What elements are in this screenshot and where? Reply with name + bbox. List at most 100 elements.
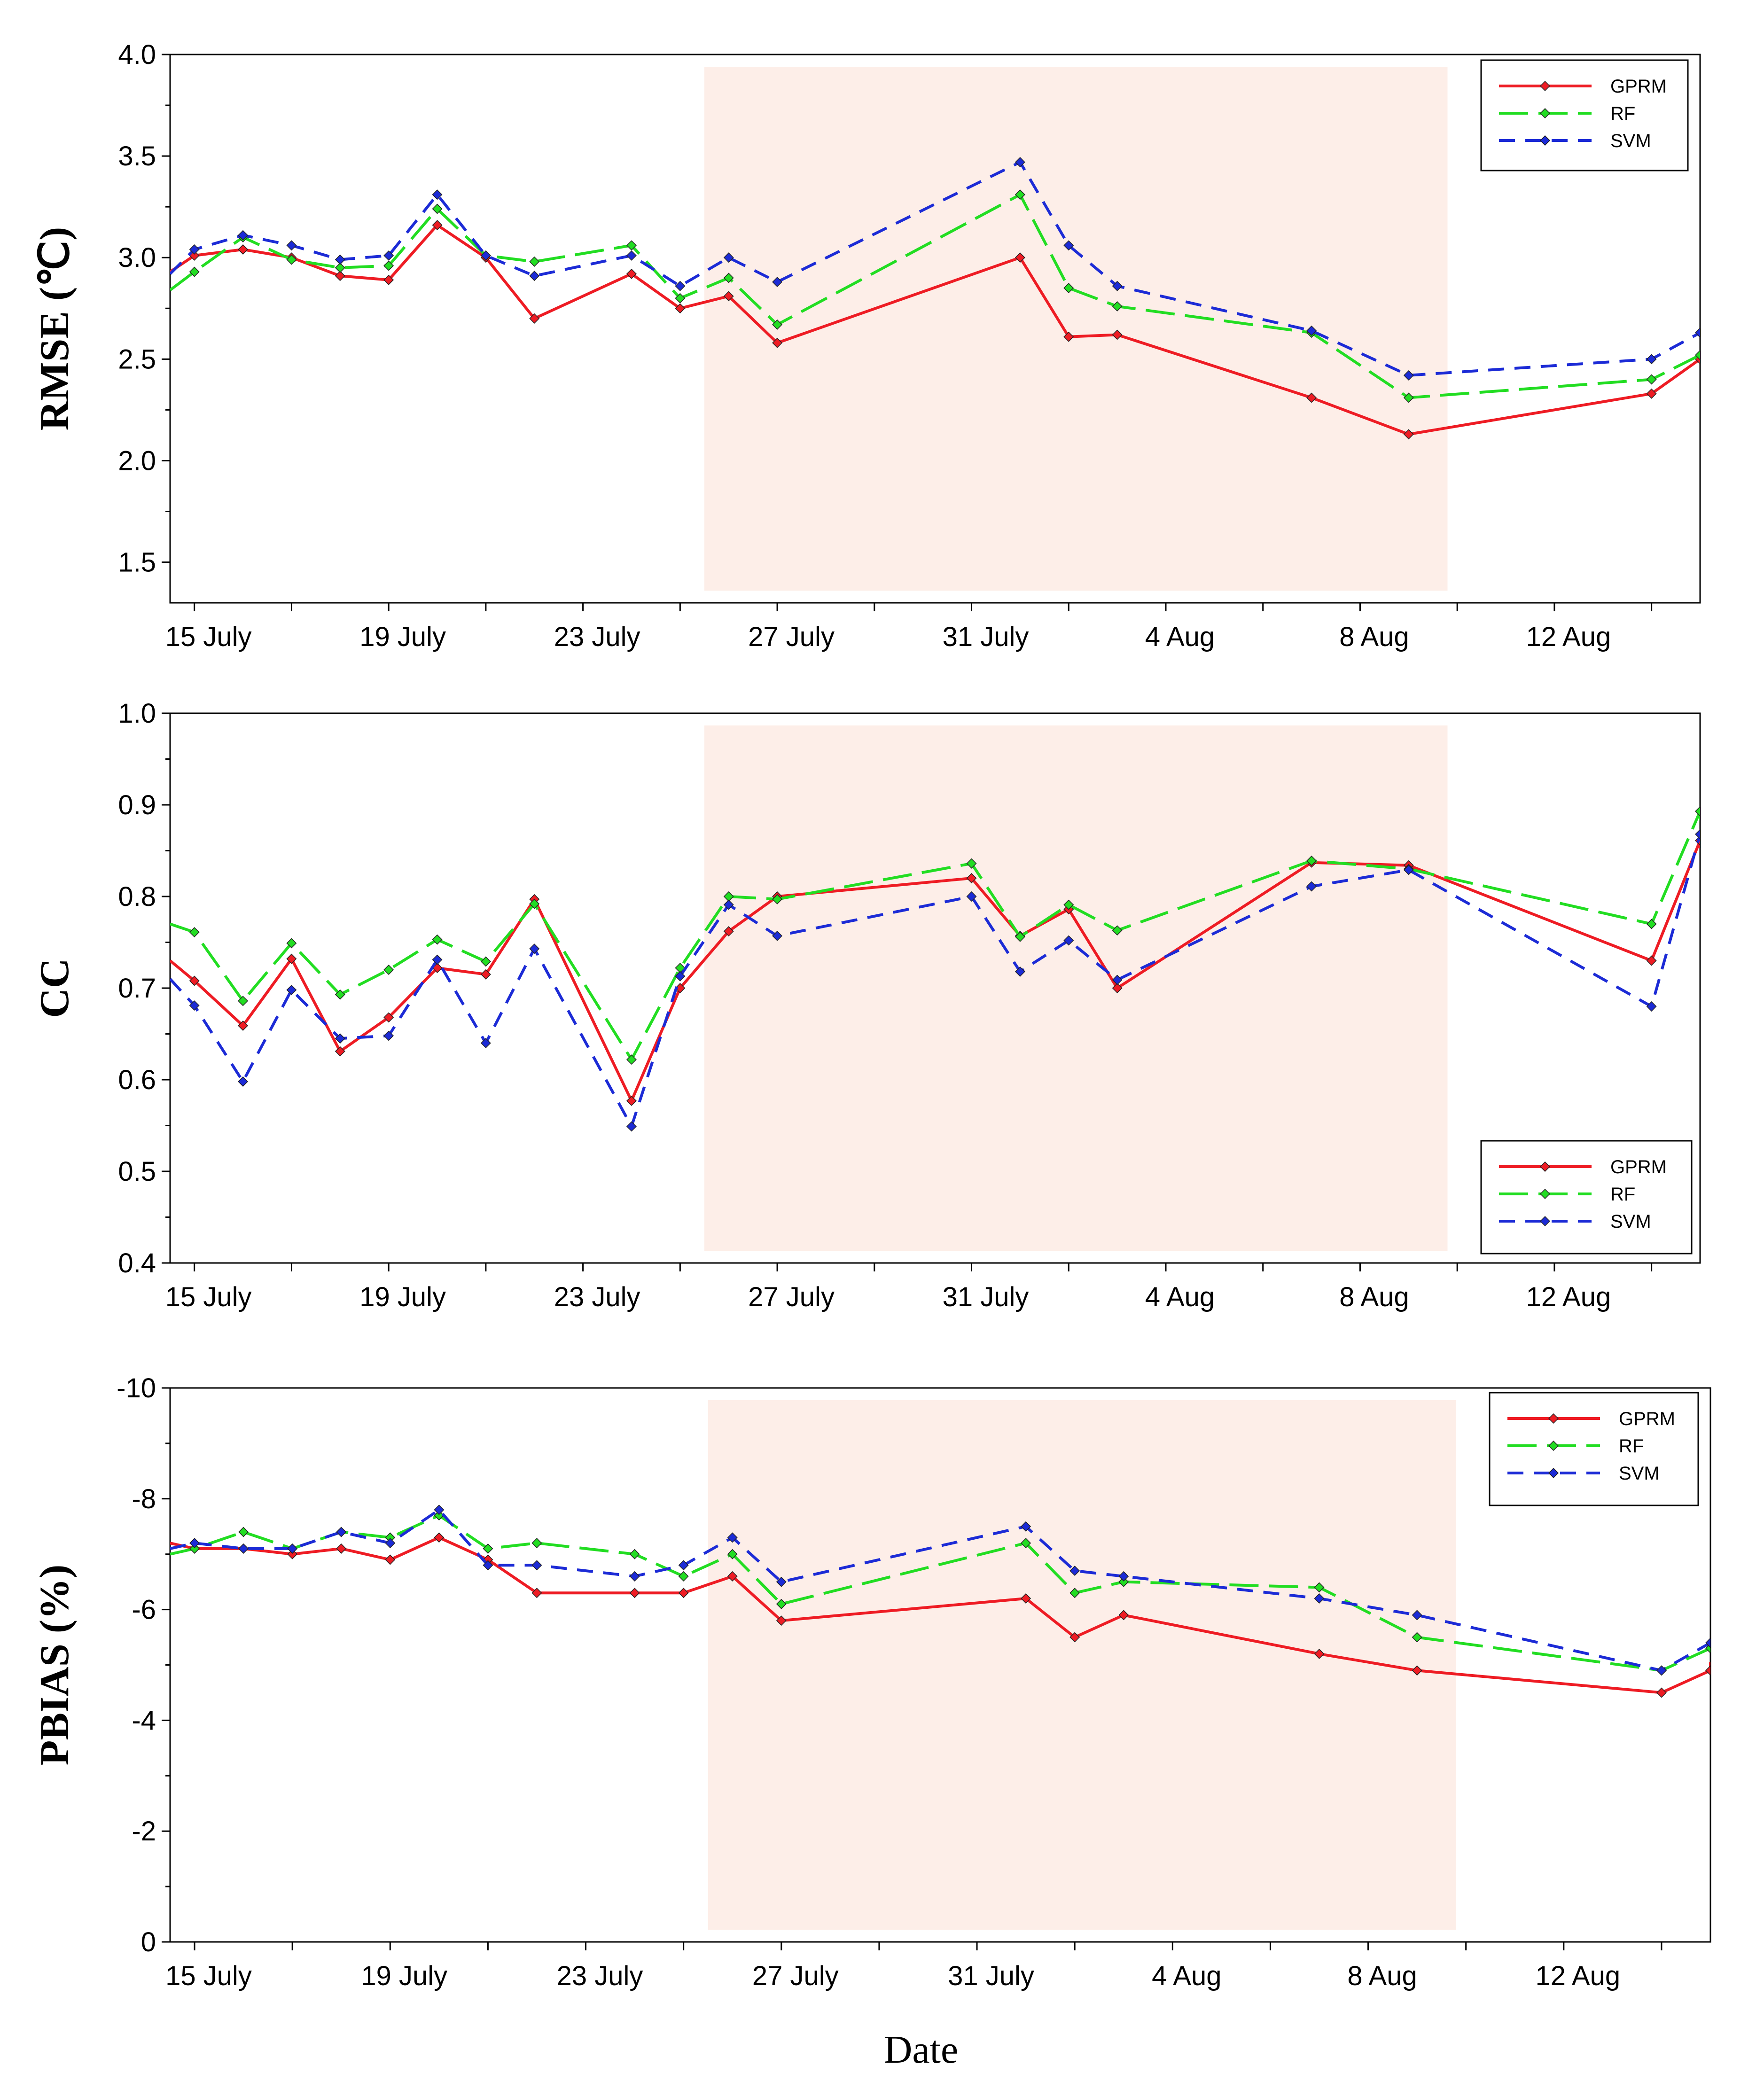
y-axis-label: RMSE (℃) [32, 227, 78, 431]
legend: GPRM RF SVM [1489, 1392, 1699, 1506]
data-point [287, 1543, 298, 1554]
x-tick-label: 27 July [752, 1961, 839, 1991]
data-point [1118, 1571, 1129, 1582]
x-tick-label: 19 July [359, 1282, 446, 1312]
y-tick-label: 2.0 [118, 445, 156, 476]
legend-label: RF [1610, 103, 1635, 124]
data-point [1656, 1687, 1667, 1698]
data-point [1069, 1566, 1080, 1576]
data-point [727, 1571, 738, 1582]
data-point [1646, 919, 1657, 929]
x-tick-label: 23 July [557, 1961, 643, 1991]
data-point [286, 953, 297, 964]
data-point [238, 1527, 249, 1537]
data-point [189, 1538, 200, 1549]
x-tick-label: 12 Aug [1526, 622, 1611, 652]
data-point [1112, 925, 1123, 936]
data-point [238, 1020, 249, 1031]
x-tick-label: 8 Aug [1339, 622, 1409, 652]
data-point [385, 1538, 396, 1549]
data-point [1063, 283, 1074, 294]
data-point [1403, 370, 1414, 381]
data-point [1403, 392, 1414, 403]
y-tick-label: 3.5 [118, 141, 156, 171]
y-tick-label: 0.7 [118, 973, 156, 1004]
data-point [480, 969, 491, 980]
series-line-rf [170, 811, 1700, 1063]
data-point [1112, 329, 1123, 340]
data-point [336, 1527, 347, 1537]
data-point [480, 250, 491, 261]
y-tick-label: -2 [132, 1816, 156, 1847]
x-tick-label: 31 July [943, 622, 1029, 652]
data-point [1112, 281, 1123, 291]
legend-marker [1548, 1441, 1559, 1451]
data-point [727, 1549, 738, 1559]
data-point [675, 303, 686, 314]
x-tick-label: 27 July [748, 622, 835, 652]
legend-label: SVM [1610, 131, 1651, 151]
legend-marker [1548, 1413, 1559, 1424]
data-point [238, 996, 249, 1006]
data-point [1646, 374, 1657, 385]
y-tick-label: 0.8 [118, 881, 156, 912]
data-point [1021, 1593, 1031, 1604]
data-point [286, 938, 297, 949]
data-point [966, 891, 977, 902]
data-point [1705, 1643, 1710, 1654]
data-point [626, 240, 637, 251]
x-tick-label: 4 Aug [1145, 1282, 1215, 1312]
chart-panel-2: 0.4 0.5 0.6 0.7 0.8 0.9 1.0 15 July 19 July 23 Ju… [32, 698, 1701, 1312]
series-line-svm [170, 834, 1700, 1130]
data-point [776, 1576, 787, 1587]
data-point [1021, 1521, 1031, 1532]
data-point [1695, 350, 1700, 360]
data-point [189, 1543, 200, 1554]
y-tick-label: 0.5 [118, 1156, 156, 1187]
legend-marker [1548, 1468, 1559, 1478]
data-point [189, 266, 200, 277]
data-point [383, 1012, 394, 1023]
x-tick-label: 15 July [165, 1282, 252, 1312]
data-point [1118, 1610, 1129, 1621]
data-point [286, 240, 297, 251]
data-point [1646, 354, 1657, 365]
series-line-svm [170, 160, 1700, 377]
data-point [335, 254, 345, 265]
y-tick-label: 0.4 [118, 1248, 156, 1278]
data-point [483, 1543, 493, 1554]
data-point [723, 891, 734, 902]
data-point [432, 203, 443, 214]
data-point [1306, 392, 1317, 403]
data-point [238, 244, 249, 255]
series-svm [170, 157, 1700, 381]
series-svm [170, 1504, 1710, 1676]
data-point [723, 273, 734, 283]
y-tick-label: 3.0 [118, 242, 156, 273]
data-point [772, 930, 783, 941]
data-point [1112, 301, 1123, 312]
data-point [432, 934, 443, 945]
data-point [1015, 189, 1025, 200]
data-point [335, 271, 345, 281]
data-point [432, 220, 443, 231]
data-point [1069, 1588, 1080, 1598]
legend-label: GPRM [1619, 1409, 1675, 1429]
legend-marker [1540, 1161, 1550, 1172]
data-point [966, 858, 977, 869]
data-point [772, 319, 783, 330]
data-point [434, 1510, 445, 1521]
x-tick-label: 27 July [748, 1282, 835, 1312]
data-point [966, 873, 977, 883]
legend-label: GPRM [1610, 76, 1667, 97]
data-point [1403, 429, 1414, 440]
data-point [629, 1571, 640, 1582]
data-point [531, 1588, 542, 1598]
data-point [529, 271, 540, 281]
data-point [335, 262, 345, 273]
data-point [723, 252, 734, 263]
y-tick-label: 4.0 [118, 39, 156, 70]
data-point [1646, 388, 1657, 399]
data-point [286, 254, 297, 265]
